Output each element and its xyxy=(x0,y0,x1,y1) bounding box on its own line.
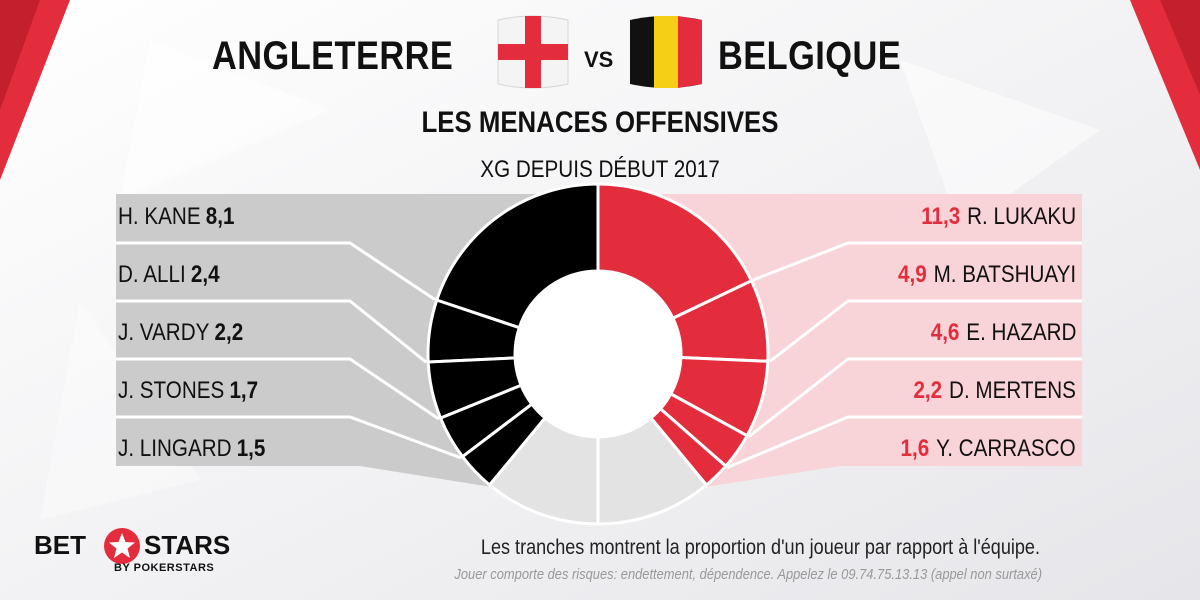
connector-line xyxy=(752,241,1082,282)
player-xg-value: 1,5 xyxy=(236,435,266,462)
donut-hole xyxy=(515,271,681,437)
player-name: Y. CARRASCO xyxy=(936,435,1076,462)
chart-subtitle: LES MENACES OFFENSIVES xyxy=(421,106,779,139)
connector-line xyxy=(116,299,428,364)
player-label: D. ALLI 2,4 xyxy=(118,255,220,295)
player-label: 1,6 Y. CARRASCO xyxy=(901,429,1076,469)
player-label: 11,3 R. LUKAKU xyxy=(921,197,1076,237)
player-label: 4,6 E. HAZARD xyxy=(930,313,1076,353)
player-xg-value: 8,1 xyxy=(205,203,235,230)
player-name: D. ALLI xyxy=(118,261,186,288)
player-xg-value: 1,6 xyxy=(900,435,930,462)
player-xg-value: 4,6 xyxy=(930,319,960,346)
connector-line xyxy=(116,241,436,301)
logo-bet-text: BET xyxy=(34,530,86,560)
disclaimer: Jouer comporte des risques: endettement,… xyxy=(454,566,1042,583)
logo-subtitle: BY POKERSTARS xyxy=(114,562,215,574)
chart-metric-label: XG DEPUIS DÉBUT 2017 xyxy=(480,156,720,183)
player-label: H. KANE 8,1 xyxy=(118,197,234,237)
player-xg-value: 2,2 xyxy=(913,377,943,404)
player-name: M. BATSHUAYI xyxy=(933,261,1076,288)
footnote: Les tranches montrent la proportion d'un… xyxy=(480,536,1041,559)
belgium-flag-icon xyxy=(630,16,702,88)
title-row: ANGLETERRE VS BELGIQUE xyxy=(0,12,1200,92)
player-xg-value: 2,4 xyxy=(190,261,220,288)
connector-line xyxy=(116,415,462,460)
england-flag-icon xyxy=(497,15,569,89)
team-left-name: ANGLETERRE xyxy=(212,34,454,78)
player-label: J. VARDY 2,2 xyxy=(118,313,243,353)
player-name: H. KANE xyxy=(118,203,201,230)
betstars-logo: BET STARS BY POKERSTARS xyxy=(34,528,234,580)
player-xg-value: 2,2 xyxy=(214,319,244,346)
connector-line xyxy=(747,357,1082,438)
player-label: J. LINGARD 1,5 xyxy=(118,429,265,469)
logo-stars-text: STARS xyxy=(144,530,231,560)
star-icon xyxy=(104,528,140,564)
player-name: D. MERTENS xyxy=(949,377,1076,404)
player-name: J. STONES xyxy=(118,377,225,404)
player-xg-value: 1,7 xyxy=(229,377,259,404)
player-name: E. HAZARD xyxy=(965,319,1076,346)
connector-line xyxy=(726,415,1082,469)
player-label: 2,2 D. MERTENS xyxy=(914,371,1076,411)
player-name: J. VARDY xyxy=(118,319,210,346)
player-xg-value: 4,9 xyxy=(897,261,927,288)
player-label: 4,9 M. BATSHUAYI xyxy=(898,255,1076,295)
team-right-name: BELGIQUE xyxy=(718,34,902,78)
player-name: J. LINGARD xyxy=(118,435,232,462)
versus-label: VS xyxy=(584,47,614,72)
connector-line xyxy=(116,357,440,421)
connector-line xyxy=(768,299,1082,363)
player-label: J. STONES 1,7 xyxy=(118,371,258,411)
player-xg-value: 11,3 xyxy=(921,203,961,230)
player-name: R. LUKAKU xyxy=(967,203,1076,230)
